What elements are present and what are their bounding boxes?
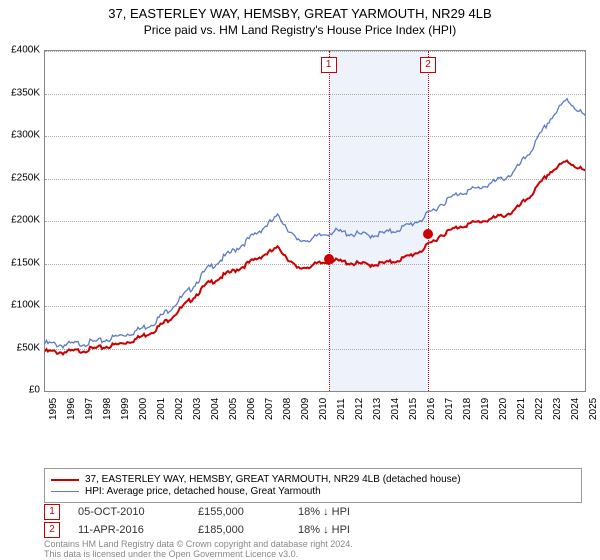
line-layer — [45, 51, 585, 391]
legend: 37, EASTERLEY WAY, HEMSBY, GREAT YARMOUT… — [44, 468, 582, 503]
sale-price: £155,000 — [198, 506, 298, 518]
x-tick-label: 2022 — [534, 398, 545, 420]
x-tick-label: 1999 — [120, 398, 131, 420]
x-tick-label: 2002 — [174, 398, 185, 420]
x-tick-label: 2009 — [300, 398, 311, 420]
y-tick-label: £300K — [0, 130, 40, 141]
chart: 12 £0£50K£100K£150K£200K£250K£300K£350K£… — [44, 50, 584, 430]
x-tick-label: 2020 — [498, 398, 509, 420]
legend-swatch — [51, 491, 79, 492]
x-tick-label: 2007 — [264, 398, 275, 420]
sale-pct: 18% ↓ HPI — [298, 524, 418, 536]
x-tick-label: 2010 — [318, 398, 329, 420]
x-tick-label: 2011 — [336, 398, 347, 420]
marker-number-box: 2 — [420, 57, 436, 73]
series-hpi — [45, 99, 585, 348]
sale-date: 11-APR-2016 — [78, 524, 198, 536]
x-tick-label: 2016 — [426, 398, 437, 420]
x-tick-label: 2008 — [282, 398, 293, 420]
marker-number-box: 1 — [321, 57, 337, 73]
x-tick-label: 1995 — [48, 398, 59, 420]
x-tick-label: 2023 — [552, 398, 563, 420]
page-title: 37, EASTERLEY WAY, HEMSBY, GREAT YARMOUT… — [0, 0, 600, 21]
sale-price: £185,000 — [198, 524, 298, 536]
sale-row: 1 05-OCT-2010 £155,000 18% ↓ HPI — [44, 504, 584, 520]
x-tick-label: 2018 — [462, 398, 473, 420]
y-tick-label: £0 — [0, 385, 40, 396]
x-tick-label: 2012 — [354, 398, 365, 420]
x-tick-label: 2017 — [444, 398, 455, 420]
y-tick-label: £400K — [0, 45, 40, 56]
sale-number-box: 2 — [44, 522, 60, 538]
x-tick-label: 1998 — [102, 398, 113, 420]
y-tick-label: £100K — [0, 300, 40, 311]
x-tick-label: 2021 — [516, 398, 527, 420]
plot-region: 12 — [44, 50, 586, 392]
y-tick-label: £50K — [0, 342, 40, 353]
legend-item: HPI: Average price, detached house, Grea… — [51, 486, 575, 497]
sale-pct: 18% ↓ HPI — [298, 506, 418, 518]
x-tick-label: 2000 — [138, 398, 149, 420]
sale-number-box: 1 — [44, 504, 60, 520]
footer: Contains HM Land Registry data © Crown c… — [44, 540, 353, 560]
x-tick-label: 2025 — [588, 398, 599, 420]
x-tick-label: 2005 — [228, 398, 239, 420]
x-tick-label: 1996 — [66, 398, 77, 420]
series-property — [45, 161, 585, 355]
x-tick-label: 2019 — [480, 398, 491, 420]
x-tick-label: 2015 — [408, 398, 419, 420]
x-tick-label: 2006 — [246, 398, 257, 420]
page-subtitle: Price paid vs. HM Land Registry's House … — [0, 21, 600, 37]
x-tick-label: 2001 — [156, 398, 167, 420]
x-tick-label: 2003 — [192, 398, 203, 420]
y-tick-label: £200K — [0, 215, 40, 226]
x-tick-label: 2013 — [372, 398, 383, 420]
legend-item: 37, EASTERLEY WAY, HEMSBY, GREAT YARMOUT… — [51, 474, 575, 485]
legend-swatch — [51, 479, 79, 481]
sale-row: 2 11-APR-2016 £185,000 18% ↓ HPI — [44, 522, 584, 538]
x-tick-label: 2024 — [570, 398, 581, 420]
legend-label: HPI: Average price, detached house, Grea… — [85, 486, 321, 497]
footer-line: This data is licensed under the Open Gov… — [44, 550, 353, 560]
x-tick-label: 2004 — [210, 398, 221, 420]
y-tick-label: £250K — [0, 172, 40, 183]
sale-rows: 1 05-OCT-2010 £155,000 18% ↓ HPI 2 11-AP… — [44, 504, 584, 540]
y-tick-label: £150K — [0, 257, 40, 268]
sale-date: 05-OCT-2010 — [78, 506, 198, 518]
y-tick-label: £350K — [0, 87, 40, 98]
legend-label: 37, EASTERLEY WAY, HEMSBY, GREAT YARMOUT… — [85, 474, 461, 485]
sale-point — [324, 254, 334, 264]
x-tick-label: 1997 — [84, 398, 95, 420]
sale-point — [423, 229, 433, 239]
x-tick-label: 2014 — [390, 398, 401, 420]
